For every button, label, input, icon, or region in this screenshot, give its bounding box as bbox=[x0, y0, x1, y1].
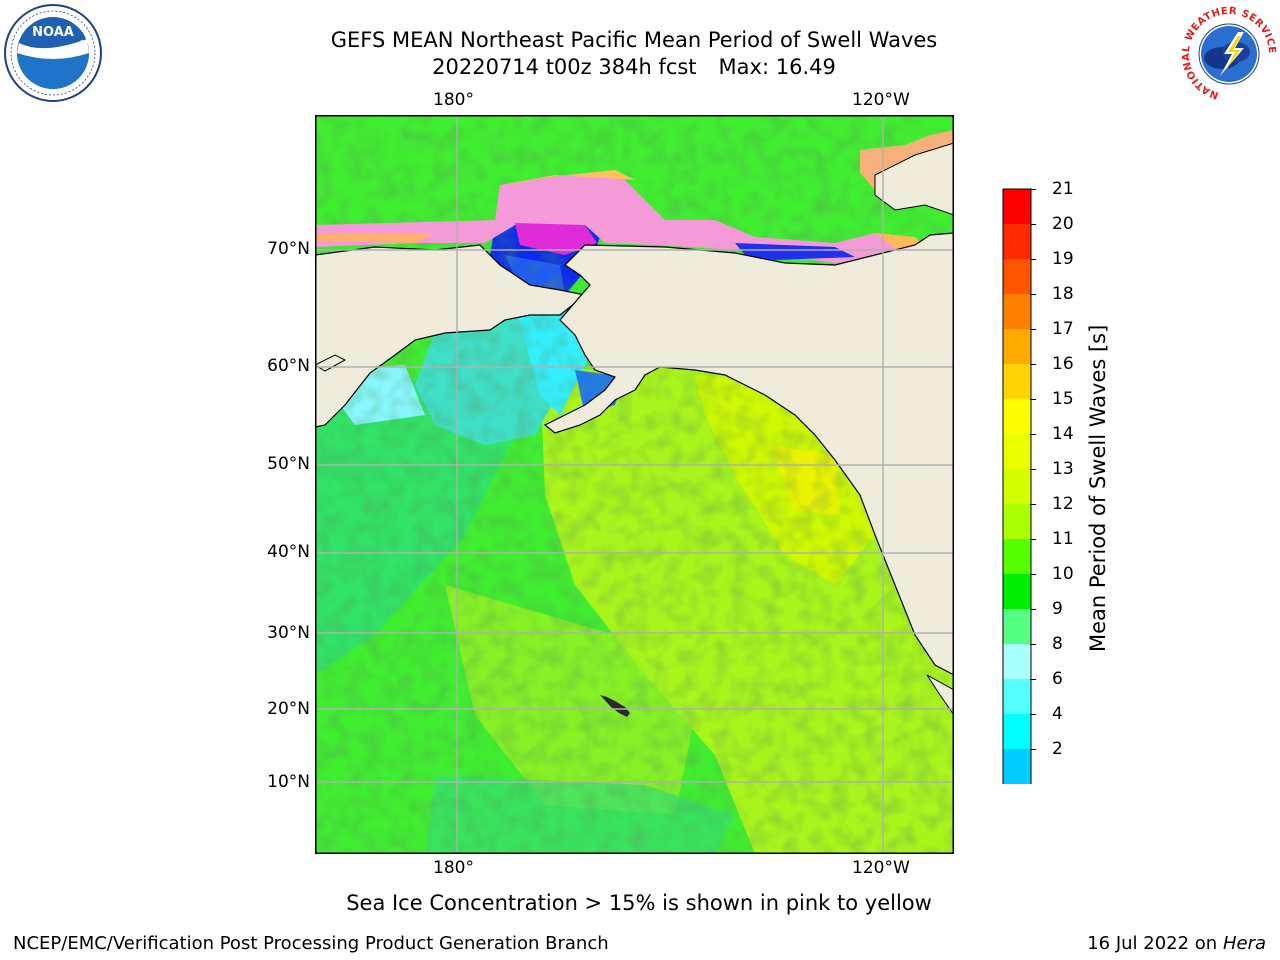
colorbar-band bbox=[1003, 329, 1031, 364]
hawaiian-islands bbox=[600, 695, 630, 717]
arctic-islands bbox=[874, 142, 954, 216]
top-lon-label-120w: 120°W bbox=[852, 90, 910, 110]
colorbar-tick-label: 15 bbox=[1052, 389, 1074, 409]
colorbar-tick-label: 6 bbox=[1052, 669, 1063, 689]
national-weather-service-logo: NATIONAL WEATHER SERVICE bbox=[1178, 2, 1280, 102]
colorbar-band bbox=[1003, 399, 1031, 434]
colorbar-tick-mark bbox=[1030, 399, 1036, 400]
colorbar-label: Mean Period of Swell Waves [s] bbox=[1086, 324, 1110, 652]
colorbar-tick-label: 14 bbox=[1052, 424, 1074, 444]
colorbar-tick-mark bbox=[1030, 224, 1036, 225]
colorbar-band bbox=[1003, 364, 1031, 399]
max-value: Max: 16.49 bbox=[718, 55, 836, 79]
colorbar-tick-label: 13 bbox=[1052, 459, 1074, 479]
bottom-lon-label-120w: 120°W bbox=[852, 858, 910, 878]
lat-label-60n: 60°N bbox=[267, 356, 310, 376]
colorbar-tick-mark bbox=[1030, 609, 1036, 610]
lat-label-20n: 20°N bbox=[267, 699, 310, 719]
colorbar-band bbox=[1003, 679, 1031, 714]
colorbar-tick-mark bbox=[1030, 574, 1036, 575]
footer-host: Hera bbox=[1222, 933, 1266, 954]
colorbar-band bbox=[1003, 749, 1031, 784]
colorbar-tick-label: 10 bbox=[1052, 564, 1074, 584]
colorbar-tick-label: 18 bbox=[1052, 284, 1074, 304]
top-lon-label-180: 180° bbox=[433, 90, 474, 110]
lat-label-10n: 10°N bbox=[267, 772, 310, 792]
colorbar-tick-mark bbox=[1030, 294, 1036, 295]
swell-period-map bbox=[315, 115, 954, 854]
title-line-1: GEFS MEAN Northeast Pacific Mean Period … bbox=[330, 28, 938, 52]
chukotka-land bbox=[315, 244, 587, 428]
colorbar-band bbox=[1003, 294, 1031, 329]
colorbar-tick-mark bbox=[1030, 749, 1036, 750]
colorbar-band bbox=[1003, 189, 1031, 224]
map-frame bbox=[315, 115, 954, 854]
colorbar-tick-mark bbox=[1030, 539, 1036, 540]
colorbar-tick-mark bbox=[1030, 679, 1036, 680]
colorbar-tick-label: 4 bbox=[1052, 704, 1063, 724]
colorbar-tick-label: 2 bbox=[1052, 739, 1063, 759]
colorbar-tick-label: 16 bbox=[1052, 354, 1074, 374]
colorbar-tick-mark bbox=[1030, 364, 1036, 365]
colorbar-bands bbox=[1002, 188, 1032, 784]
colorbar-band bbox=[1003, 609, 1031, 644]
noaa-logo: NOAA bbox=[3, 3, 103, 103]
colorbar-tick-label: 20 bbox=[1052, 214, 1074, 234]
colorbar-tick-label: 12 bbox=[1052, 494, 1074, 514]
colorbar-tick-label: 21 bbox=[1052, 179, 1074, 199]
lat-label-30n: 30°N bbox=[267, 623, 310, 643]
colorbar-tick-mark bbox=[1030, 644, 1036, 645]
lat-label-70n: 70°N bbox=[267, 239, 310, 259]
colorbar-band bbox=[1003, 504, 1031, 539]
lat-label-40n: 40°N bbox=[267, 542, 310, 562]
colorbar-tick-mark bbox=[1030, 504, 1036, 505]
colorbar-tick-mark bbox=[1030, 434, 1036, 435]
chart-title: GEFS MEAN Northeast Pacific Mean Period … bbox=[0, 27, 1268, 53]
colorbar-band bbox=[1003, 224, 1031, 259]
footer-branch: NCEP/EMC/Verification Post Processing Pr… bbox=[13, 933, 609, 954]
chart-subtitle: 20220714 t00z 384h fcst Max: 16.49 bbox=[0, 54, 1268, 80]
sea-ice-edge bbox=[500, 170, 635, 185]
map-panel bbox=[315, 115, 954, 854]
baja-peninsula bbox=[926, 674, 954, 716]
colorbar-tick-mark bbox=[1030, 469, 1036, 470]
colorbar-tick-mark bbox=[1030, 259, 1036, 260]
colorbar-band bbox=[1003, 434, 1031, 469]
colorbar-tick-label: 11 bbox=[1052, 529, 1074, 549]
colorbar-band bbox=[1003, 539, 1031, 574]
sea-ice-magenta bbox=[515, 223, 597, 255]
colorbar-band bbox=[1003, 644, 1031, 679]
footer-date-text: 16 Jul 2022 on bbox=[1087, 933, 1218, 954]
sea-ice-caption: Sea Ice Concentration > 15% is shown in … bbox=[346, 891, 932, 915]
alaska-north-america-land bbox=[543, 232, 954, 676]
bottom-lon-label-180: 180° bbox=[433, 858, 474, 878]
colorbar-tick-label: 19 bbox=[1052, 249, 1074, 269]
colorbar-band bbox=[1003, 469, 1031, 504]
colorbar-band bbox=[1003, 259, 1031, 294]
colorbar-band bbox=[1003, 574, 1031, 609]
colorbar-tick-mark bbox=[1030, 714, 1036, 715]
footer-date: 16 Jul 2022 on Hera bbox=[1087, 933, 1266, 955]
forecast-date: 20220714 t00z 384h fcst bbox=[432, 55, 697, 79]
sea-ice-west bbox=[315, 233, 435, 243]
noaa-logo-text: NOAA bbox=[32, 25, 74, 40]
colorbar-tick-mark bbox=[1030, 189, 1036, 190]
beaufort-swell bbox=[735, 243, 855, 260]
colorbar bbox=[1002, 188, 1036, 784]
colorbar-band bbox=[1003, 714, 1031, 749]
lat-label-50n: 50°N bbox=[267, 454, 310, 474]
colorbar-tick-label: 17 bbox=[1052, 319, 1074, 339]
colorbar-tick-label: 8 bbox=[1052, 634, 1063, 654]
colorbar-tick-mark bbox=[1030, 329, 1036, 330]
graticule bbox=[315, 115, 954, 854]
colorbar-tick-label: 9 bbox=[1052, 599, 1063, 619]
